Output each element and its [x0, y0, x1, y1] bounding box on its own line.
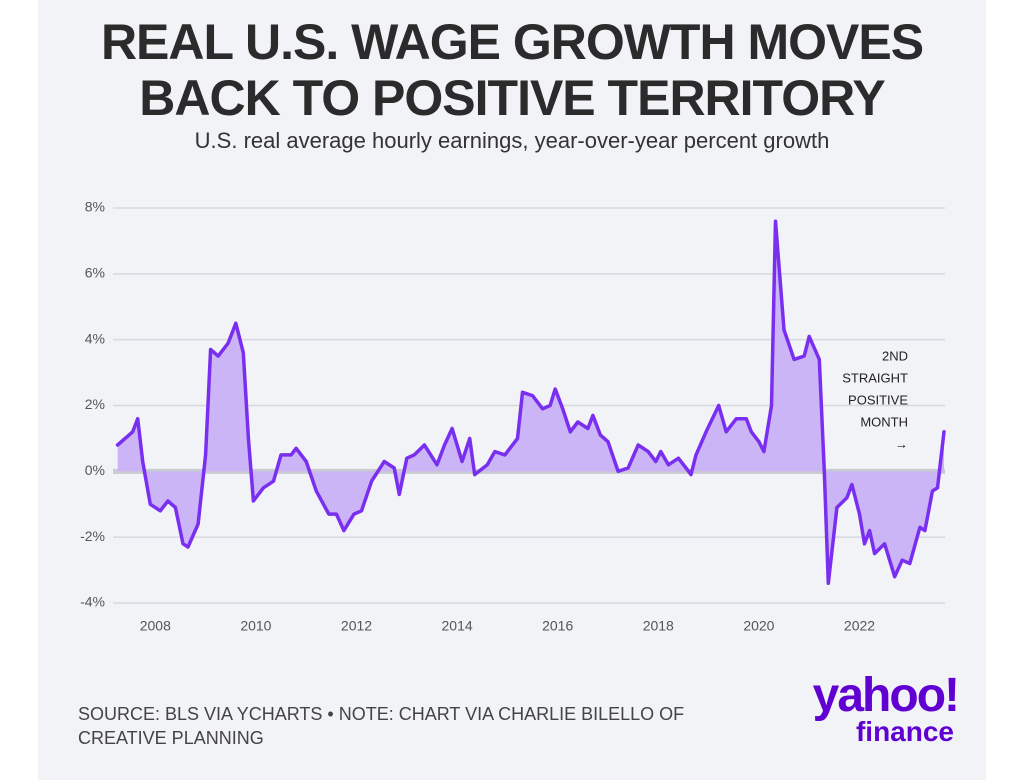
- annotation: MONTH: [860, 414, 908, 429]
- logo: yahoo! finance: [798, 669, 960, 747]
- y-tick-label: -4%: [80, 594, 105, 610]
- x-tick-label: 2012: [341, 618, 372, 634]
- panel: REAL U.S. WAGE GROWTH MOVES BACK TO POSI…: [38, 0, 986, 780]
- chart-title: REAL U.S. WAGE GROWTH MOVES BACK TO POSI…: [100, 14, 924, 126]
- logo-text: yahoo!: [812, 669, 960, 722]
- y-tick-label: 8%: [85, 199, 105, 215]
- y-tick-label: 4%: [85, 330, 105, 346]
- x-tick-label: 2020: [743, 618, 774, 634]
- annotation: →: [895, 436, 908, 451]
- x-tick-label: 2016: [542, 618, 573, 634]
- chart-subtitle: U.S. real average hourly earnings, year-…: [194, 128, 830, 153]
- chart: -4% -2% 0% 2% 4% 6% 8% 2008 2010 2012 2014 2016 2018…: [80, 199, 946, 634]
- x-tick-label: 2014: [442, 618, 473, 634]
- x-tick-label: 2008: [140, 618, 171, 634]
- annotation: POSITIVE: [848, 392, 908, 407]
- source-note: SOURCE: BLS VIA YCHARTS • NOTE: CHART VI…: [78, 704, 685, 748]
- annotation: 2ND: [882, 348, 908, 363]
- x-tick-label: 2018: [643, 618, 674, 634]
- annotation: STRAIGHT: [842, 370, 908, 385]
- y-tick-label: 0%: [85, 462, 105, 478]
- x-tick-label: 2010: [240, 618, 271, 634]
- line: [115, 219, 946, 586]
- y-tick-label: 2%: [85, 396, 105, 412]
- logo-subtext: finance: [855, 716, 954, 747]
- x-tick-label: 2022: [844, 618, 875, 634]
- area: [117, 221, 945, 584]
- y-tick-label: 6%: [85, 265, 105, 281]
- y-tick-label: -2%: [80, 528, 105, 544]
